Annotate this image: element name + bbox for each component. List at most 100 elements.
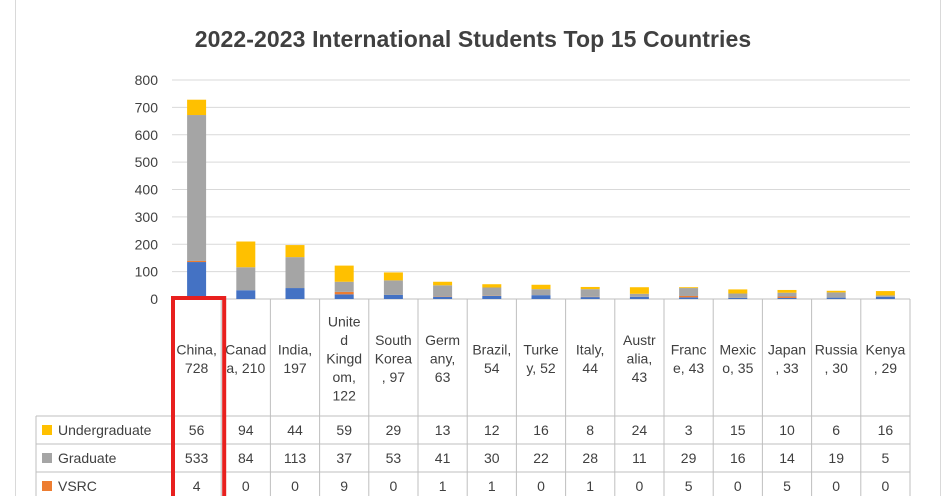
data-table-value: 0 (882, 478, 890, 494)
bar-segment-vsrc (777, 296, 797, 298)
data-table-value: 113 (284, 450, 307, 466)
data-table-value: 15 (730, 422, 746, 438)
category-label: 728 (185, 360, 209, 376)
data-table-value: 14 (779, 450, 795, 466)
category-label: e, 43 (673, 360, 704, 376)
chart-frame (15, 0, 941, 496)
category-label: Franc (671, 341, 707, 357)
category-label: 44 (582, 360, 598, 376)
category-label: , 33 (775, 360, 799, 376)
data-table-value: 4 (193, 478, 201, 494)
bar-base-segment (187, 262, 207, 299)
legend-label: Undergraduate (58, 422, 152, 438)
data-table-value: 22 (533, 450, 549, 466)
bar-segment-graduate (728, 293, 748, 298)
category-label: , 30 (825, 360, 849, 376)
bar-base-segment (679, 297, 699, 299)
data-table-value: 29 (681, 450, 697, 466)
data-table-value: 0 (291, 478, 299, 494)
category-label: Kingd (326, 351, 362, 367)
data-table-value: 13 (435, 422, 451, 438)
category-label: 54 (484, 360, 500, 376)
data-table-value: 0 (832, 478, 840, 494)
y-tick-label: 400 (135, 182, 159, 198)
bar-segment-graduate (531, 289, 551, 296)
bar-segment-graduate (826, 292, 846, 298)
data-table-value: 9 (340, 478, 348, 494)
category-label: a, 210 (226, 360, 265, 376)
data-table-value: 59 (336, 422, 352, 438)
bar-segment-graduate (777, 292, 797, 297)
data-table-value: 5 (882, 450, 890, 466)
data-table-value: 29 (386, 422, 402, 438)
data-table-value: 533 (185, 450, 209, 466)
category-label: South (375, 332, 412, 348)
category-label: Brazil, (472, 341, 511, 357)
category-label: Italy, (576, 341, 605, 357)
data-table-value: 24 (632, 422, 648, 438)
bar-base-segment (580, 297, 600, 299)
category-label: 122 (333, 388, 357, 404)
legend-swatch (42, 481, 52, 491)
category-label: d (340, 332, 348, 348)
bar-segment-undergraduate (777, 289, 797, 293)
category-label: 63 (435, 369, 451, 385)
data-table-value: 5 (685, 478, 693, 494)
category-label: y, 52 (526, 360, 556, 376)
bar-segment-vsrc (187, 260, 207, 263)
legend-swatch (42, 425, 52, 435)
data-table-value: 56 (189, 422, 205, 438)
data-table-value: 0 (242, 478, 250, 494)
y-tick-label: 300 (135, 209, 159, 225)
category-label: , 97 (382, 369, 406, 385)
bar-segment-graduate (236, 267, 256, 291)
y-tick-label: 800 (135, 72, 159, 88)
chart-title: 2022-2023 International Students Top 15 … (194, 26, 752, 52)
data-table-value: 0 (390, 478, 398, 494)
data-table-value: 94 (238, 422, 254, 438)
bar-base-segment (383, 294, 403, 299)
bar-segment-undergraduate (826, 290, 846, 293)
bar-segment-undergraduate (187, 99, 207, 116)
bar-base-segment (433, 296, 453, 299)
bar-segment-graduate (580, 289, 600, 297)
category-label: Mexic (720, 341, 757, 357)
category-label: Unite (328, 314, 361, 330)
legend-label: Graduate (58, 450, 117, 466)
data-table-value: 16 (878, 422, 894, 438)
bar-segment-vsrc (334, 291, 354, 295)
category-label: Korea (375, 351, 413, 367)
data-table-value: 12 (484, 422, 500, 438)
bar-segment-undergraduate (531, 284, 551, 290)
bar-base-segment (777, 297, 797, 299)
category-label: Japan (768, 341, 806, 357)
bar-base-segment (826, 297, 846, 299)
y-tick-label: 200 (135, 236, 159, 252)
category-label: o, 35 (722, 360, 753, 376)
data-table-value: 10 (779, 422, 795, 438)
bar-segment-undergraduate (629, 287, 649, 294)
bar-segment-graduate (383, 280, 403, 295)
bar-base-segment (875, 296, 895, 299)
highlight-box (171, 296, 227, 496)
data-table-value: 41 (435, 450, 451, 466)
data-table-value: 53 (386, 450, 402, 466)
bar-segment-undergraduate (580, 286, 600, 290)
bar-segment-undergraduate (728, 289, 748, 294)
data-table-value: 44 (287, 422, 303, 438)
category-label: Turke (523, 341, 558, 357)
category-label: 43 (632, 369, 648, 385)
data-table-value: 16 (730, 450, 746, 466)
data-table-value: 84 (238, 450, 254, 466)
bar-segment-graduate (187, 115, 207, 261)
data-table-value: 0 (537, 478, 545, 494)
data-table-value: 19 (828, 450, 844, 466)
category-label: Russia (815, 341, 858, 357)
data-table-value: 5 (783, 478, 791, 494)
bar-segment-graduate (875, 295, 895, 297)
bar-base-segment (236, 290, 256, 299)
category-label: any, (430, 351, 455, 367)
bar-base-segment (482, 295, 502, 299)
y-tick-label: 500 (135, 154, 159, 170)
data-table-value: 30 (484, 450, 500, 466)
